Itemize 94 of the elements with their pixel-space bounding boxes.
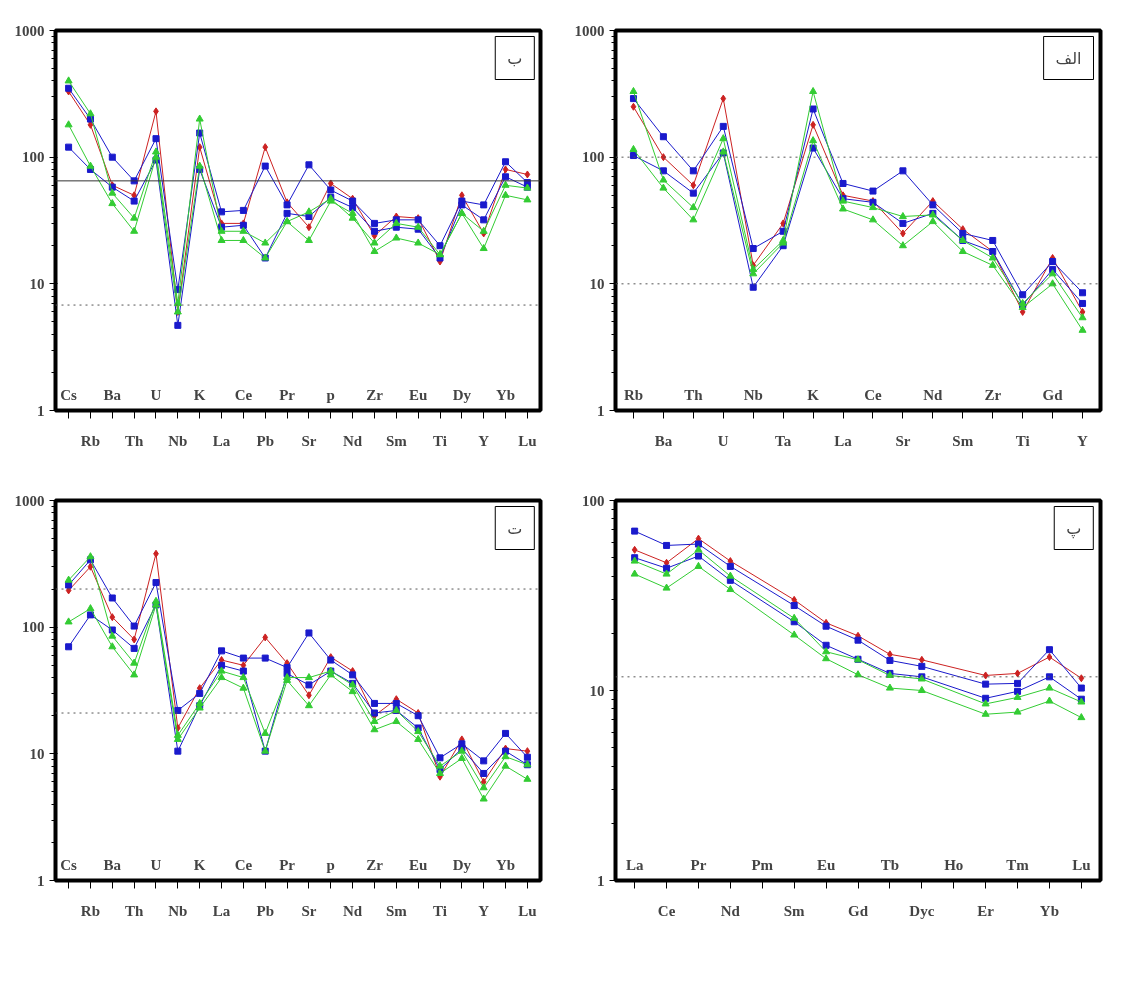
x-tick-label: Eu <box>408 856 428 873</box>
x-tick-label: Ti <box>433 432 447 449</box>
x-tick-label: Sm <box>385 432 408 449</box>
y-tick-label: 1 <box>597 872 605 889</box>
x-tick-label: Nd <box>923 386 944 403</box>
x-tick-label: Nd <box>343 432 363 449</box>
x-tick-label: Er <box>977 902 995 919</box>
x-tick-label: Pr <box>690 856 707 873</box>
text: ت <box>507 518 523 538</box>
x-tick-label: Pr <box>279 856 296 873</box>
x-tick-label: Ce <box>864 386 883 403</box>
x-tick-label: Pb <box>256 902 274 919</box>
x-tick-label: Eu <box>408 386 428 403</box>
y-tick-label: 1000 <box>14 492 45 509</box>
x-tick-label: Th <box>124 432 144 449</box>
x-tick-label: Zr <box>984 386 1002 403</box>
x-tick-label: Th <box>124 902 144 919</box>
x-tick-label: Ce <box>657 902 676 919</box>
x-tick-label: Pb <box>256 432 274 449</box>
x-tick-label: U <box>150 386 162 403</box>
x-tick-label: Ba <box>103 386 122 403</box>
x-tick-label: Ba <box>654 432 673 449</box>
text: پ <box>1066 518 1082 539</box>
x-tick-label: Y <box>1077 432 1089 449</box>
x-tick-label: p <box>326 856 335 873</box>
x-tick-label: Sm <box>385 902 408 919</box>
x-tick-label: Eu <box>816 856 836 873</box>
x-tick-label: Pr <box>279 386 296 403</box>
x-tick-label: Pm <box>751 856 774 873</box>
y-tick-label: 10 <box>29 275 45 292</box>
x-tick-label: Yb <box>495 856 516 873</box>
x-tick-label: La <box>212 432 231 449</box>
y-tick-label: 10 <box>29 745 45 762</box>
x-tick-label: Sm <box>783 902 806 919</box>
x-tick-label: Gd <box>1042 386 1064 403</box>
y-tick-label: 10 <box>589 275 605 292</box>
x-tick-label: Lu <box>518 432 537 449</box>
x-tick-label: Ce <box>234 856 253 873</box>
x-tick-label: Sr <box>895 432 911 449</box>
x-tick-label: Dy <box>452 386 472 403</box>
x-tick-label: Ba <box>103 856 122 873</box>
x-tick-label: Rb <box>623 386 644 403</box>
x-tick-label: Ho <box>944 856 964 873</box>
x-tick-label: Dyc <box>909 902 935 919</box>
x-tick-label: p <box>326 386 335 403</box>
x-tick-label: La <box>212 902 231 919</box>
y-tick-label: 1 <box>37 402 45 419</box>
x-tick-label: Tb <box>880 856 900 873</box>
y-tick-label: 1 <box>597 402 605 419</box>
y-tick-label: 100 <box>582 492 605 509</box>
x-tick-label: Zr <box>366 386 384 403</box>
x-tick-label: Lu <box>518 902 537 919</box>
y-tick-label: 1 <box>37 872 45 889</box>
x-tick-label: Sr <box>301 902 317 919</box>
text: الف <box>1055 48 1082 68</box>
x-tick-label: La <box>625 856 644 873</box>
x-tick-label: U <box>150 856 162 873</box>
x-tick-label: Cs <box>60 856 78 873</box>
x-tick-label: Rb <box>80 902 101 919</box>
x-tick-label: Y <box>478 902 490 919</box>
x-tick-label: Ta <box>775 432 792 449</box>
x-tick-label: Nd <box>720 902 741 919</box>
x-tick-label: Ti <box>433 902 447 919</box>
x-tick-label: Zr <box>366 856 384 873</box>
x-tick-label: Dy <box>452 856 472 873</box>
x-tick-label: La <box>834 432 853 449</box>
x-tick-label: Rb <box>80 432 101 449</box>
x-tick-label: Th <box>684 386 704 403</box>
x-tick-label: U <box>717 432 729 449</box>
x-tick-label: K <box>193 386 206 403</box>
x-tick-label: Ti <box>1015 432 1030 449</box>
x-tick-label: Cs <box>60 386 78 403</box>
x-tick-label: Nb <box>168 432 188 449</box>
x-tick-label: Ce <box>234 386 253 403</box>
y-tick-label: 100 <box>582 149 605 166</box>
y-tick-label: 1000 <box>574 22 605 39</box>
x-tick-label: Yb <box>495 386 516 403</box>
y-tick-label: 10 <box>589 682 605 699</box>
x-tick-label: Nb <box>168 902 188 919</box>
x-tick-label: Lu <box>1072 856 1091 873</box>
x-tick-label: Y <box>478 432 490 449</box>
y-tick-label: 1000 <box>14 22 45 39</box>
y-tick-label: 100 <box>22 149 45 166</box>
x-tick-label: Tm <box>1006 856 1030 873</box>
x-tick-label: Nd <box>343 902 363 919</box>
x-tick-label: Yb <box>1039 902 1060 919</box>
x-tick-label: Sr <box>301 432 317 449</box>
text: ب <box>507 48 523 68</box>
x-tick-label: Nb <box>743 386 763 403</box>
x-tick-label: Gd <box>848 902 869 919</box>
x-tick-label: K <box>193 856 206 873</box>
y-tick-label: 100 <box>22 619 45 636</box>
x-tick-label: Sm <box>952 432 974 449</box>
x-tick-label: K <box>807 386 820 403</box>
